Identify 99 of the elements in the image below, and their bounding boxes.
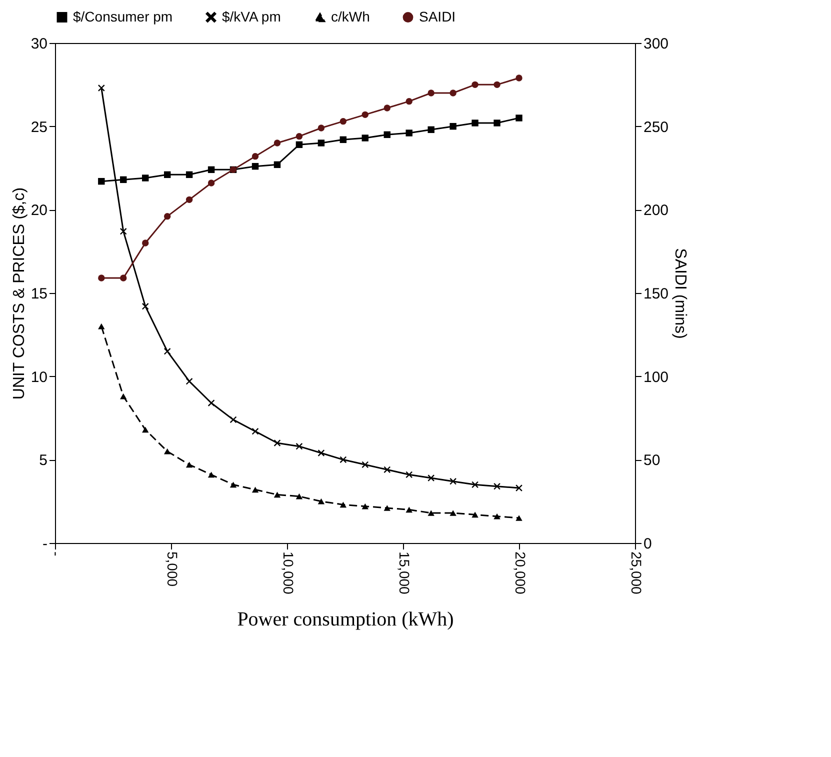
legend-label: $/kVA pm	[222, 8, 281, 24]
point	[494, 482, 500, 490]
point	[428, 126, 434, 134]
point	[208, 472, 215, 478]
point	[318, 450, 325, 456]
point	[340, 118, 347, 125]
point	[450, 90, 456, 96]
y2-tick-label: 50	[644, 452, 660, 470]
point	[472, 512, 478, 518]
point	[164, 348, 171, 355]
legend-label: SAIDI	[419, 8, 456, 24]
point	[98, 274, 105, 282]
point	[516, 74, 522, 82]
point	[164, 171, 171, 178]
point	[164, 448, 171, 454]
legend-label: $/Consumer pm	[73, 8, 173, 24]
point	[252, 162, 259, 170]
point	[318, 498, 325, 504]
point	[516, 515, 522, 521]
x-tick-label: 5,000	[164, 552, 180, 587]
point	[384, 131, 390, 138]
point	[186, 378, 193, 385]
y2-tick-label: 150	[644, 286, 669, 302]
point	[296, 132, 303, 140]
point	[296, 493, 303, 500]
point	[340, 136, 347, 144]
y-tick-label: 25	[30, 118, 48, 136]
point	[274, 161, 281, 168]
point	[362, 461, 368, 468]
point	[450, 478, 456, 485]
point	[494, 513, 500, 520]
y-tick-label: 10	[30, 368, 48, 386]
point	[384, 505, 390, 511]
point	[164, 212, 171, 220]
point	[428, 510, 434, 516]
point	[274, 492, 281, 498]
point	[142, 174, 149, 182]
x-tick-label: 10,000	[280, 552, 296, 595]
point	[208, 400, 215, 406]
point	[494, 120, 500, 126]
point	[120, 228, 127, 235]
x-axis-title: Power consumption (kWh)	[237, 608, 454, 630]
x-tick-label: 20,000	[512, 552, 528, 595]
point	[516, 114, 522, 122]
y-tick-label: -	[42, 536, 48, 552]
y2-tick-label: 200	[644, 202, 669, 220]
y2-tick-label: 300	[644, 36, 669, 52]
point	[406, 506, 412, 513]
point	[274, 440, 281, 446]
point	[186, 196, 193, 204]
point	[450, 510, 456, 516]
point	[208, 180, 215, 186]
legend-label: c/kWh	[331, 8, 370, 24]
point	[98, 323, 105, 330]
point	[230, 482, 237, 488]
y-tick-label: 5	[39, 452, 48, 470]
point	[318, 140, 325, 146]
point	[362, 111, 368, 118]
point	[340, 456, 347, 464]
point	[186, 462, 193, 468]
y-tick-label: 15	[30, 286, 48, 302]
y2-tick-label: 100	[644, 368, 669, 386]
point	[318, 124, 325, 132]
point	[120, 176, 127, 184]
point	[472, 81, 478, 88]
x-tick-label: -	[48, 552, 64, 556]
point	[252, 486, 259, 493]
point	[120, 274, 127, 282]
point	[142, 240, 149, 246]
y-axis-title: UNIT COSTS & PRICES ($,c)	[10, 187, 28, 400]
point	[406, 471, 412, 478]
point	[362, 134, 368, 142]
point	[274, 140, 281, 146]
x-tick-label: 25,000	[628, 552, 644, 595]
point	[472, 120, 478, 126]
point	[142, 426, 149, 433]
point	[384, 466, 390, 474]
point	[362, 503, 368, 510]
point	[406, 130, 412, 136]
point	[406, 98, 412, 105]
y-tick-label: 20	[30, 202, 48, 220]
x-tick-label: 15,000	[396, 552, 412, 595]
point	[252, 152, 259, 160]
point	[208, 166, 215, 174]
point	[296, 141, 303, 148]
point	[98, 178, 105, 185]
point	[186, 171, 193, 178]
y2-axis-title: SAIDI (mins)	[672, 248, 689, 339]
point	[142, 302, 149, 310]
point	[120, 393, 127, 400]
y2-tick-label: 0	[644, 536, 652, 552]
point	[340, 502, 347, 508]
point	[384, 104, 390, 112]
point	[450, 122, 456, 130]
y2-tick-label: 250	[644, 118, 669, 136]
point	[494, 81, 500, 88]
point	[472, 481, 478, 488]
y-tick-label: 30	[30, 36, 48, 52]
point	[428, 90, 434, 96]
